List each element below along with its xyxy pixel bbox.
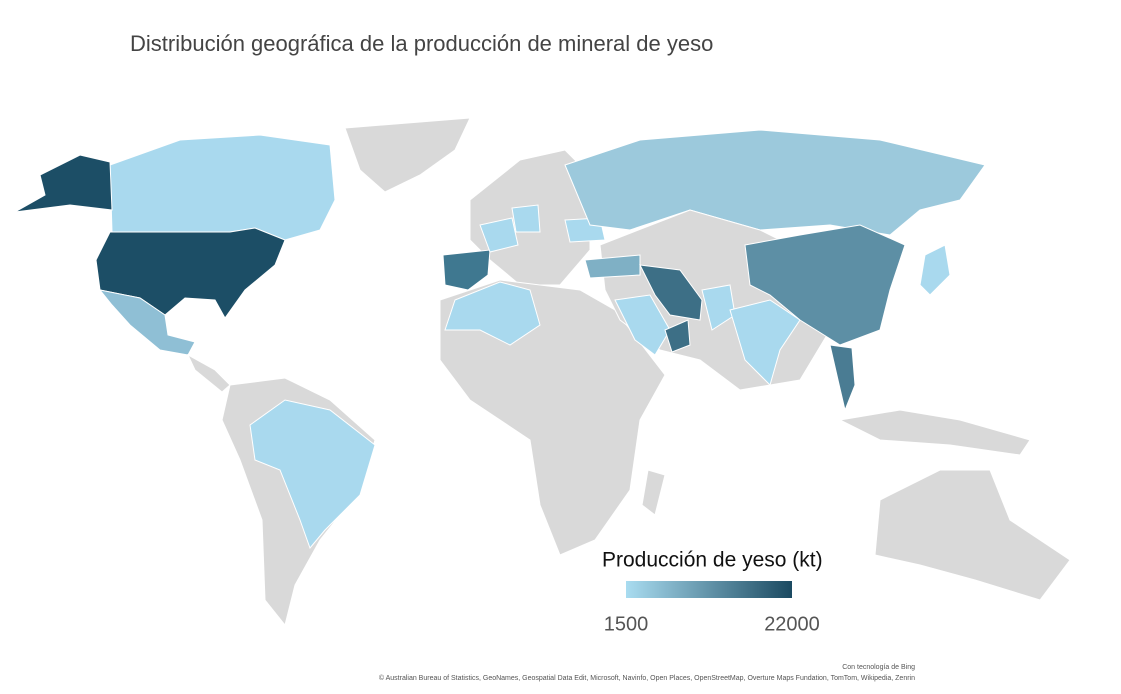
attribution: © Australian Bureau of Statistics, GeoNa…	[379, 674, 915, 682]
legend: Producción de yeso (kt) 1500 22000	[602, 549, 823, 636]
legend-min: 1500	[604, 613, 649, 635]
legend-max: 22000	[764, 613, 820, 635]
chart-title: Distribución geográfica de la producción…	[130, 31, 713, 56]
credit: Con tecnología de Bing	[842, 664, 915, 671]
legend-gradient	[626, 581, 792, 598]
legend-title: Producción de yeso (kt)	[602, 549, 823, 572]
world-map	[14, 117, 1071, 627]
